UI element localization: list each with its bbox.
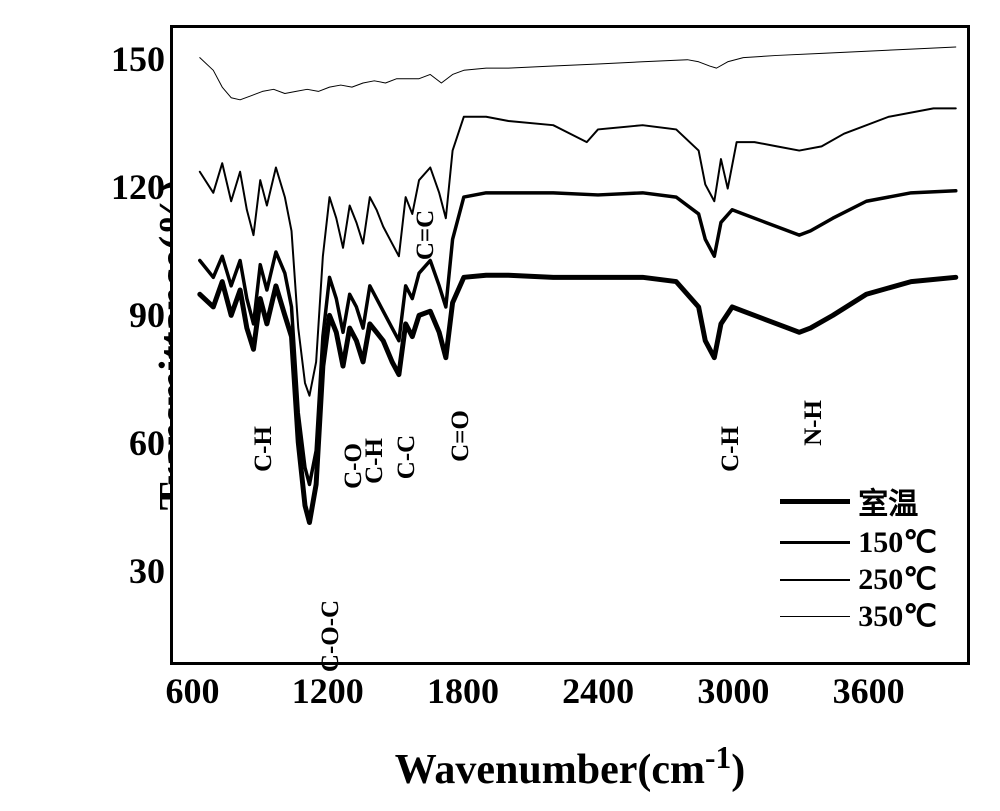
x-axis-label-text: Wavenumber(cm xyxy=(395,747,705,793)
peak-label: C=C xyxy=(412,210,440,260)
legend: 室温150℃250℃350℃ xyxy=(770,471,947,642)
legend-label: 室温 xyxy=(858,479,918,523)
y-tick-label: 90 xyxy=(129,294,165,336)
y-tick-label: 60 xyxy=(129,422,165,464)
legend-line xyxy=(780,541,850,545)
x-tick-label: 2400 xyxy=(562,670,634,712)
plot-area: 室温150℃250℃350℃ xyxy=(170,25,970,665)
spectrum-line xyxy=(200,47,956,100)
legend-label: 250℃ xyxy=(858,562,937,597)
legend-row: 150℃ xyxy=(780,525,937,560)
legend-row: 室温 xyxy=(780,479,937,523)
x-tick-label: 1200 xyxy=(292,670,364,712)
peak-label: C-C xyxy=(394,435,422,479)
spectrum-line xyxy=(200,191,956,485)
y-tick-label: 30 xyxy=(129,550,165,592)
legend-label: 150℃ xyxy=(858,525,937,560)
peak-label: C-H xyxy=(250,426,278,472)
legend-row: 250℃ xyxy=(780,562,937,597)
peak-label: C-O-C xyxy=(317,600,345,672)
x-tick-label: 3000 xyxy=(697,670,769,712)
x-tick-label: 1800 xyxy=(427,670,499,712)
peak-label: C=O xyxy=(447,410,475,462)
legend-line xyxy=(780,579,850,581)
peak-label: C-H xyxy=(717,426,745,472)
spectrum-line xyxy=(200,108,956,395)
x-axis-label-sup: -1 xyxy=(705,740,731,775)
x-tick-label: 3600 xyxy=(833,670,905,712)
peak-label: C-H xyxy=(360,438,388,484)
peak-label: N-H xyxy=(800,400,828,446)
y-tick-label: 150 xyxy=(111,38,165,80)
ftir-chart: Transmittance(%) Wavenumber(cm-1) 306090… xyxy=(0,0,1000,811)
legend-label: 350℃ xyxy=(858,599,937,634)
x-tick-label: 600 xyxy=(166,670,220,712)
legend-line xyxy=(780,616,850,617)
y-tick-label: 120 xyxy=(111,166,165,208)
legend-row: 350℃ xyxy=(780,599,937,634)
legend-line xyxy=(780,499,850,504)
x-axis-label: Wavenumber(cm-1) xyxy=(395,740,746,794)
